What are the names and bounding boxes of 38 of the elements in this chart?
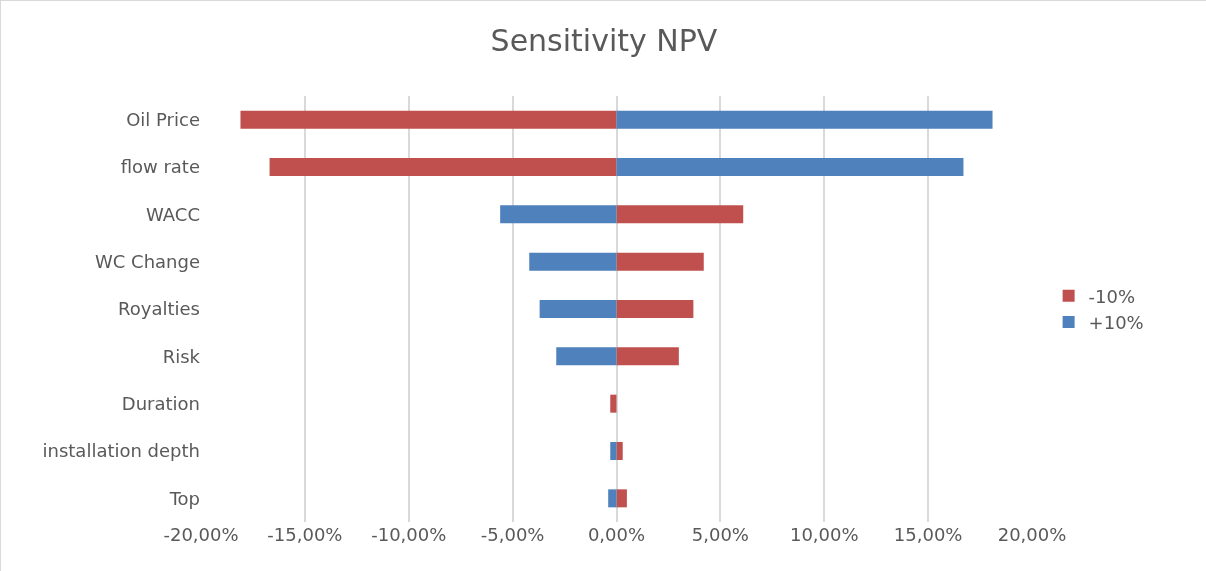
bar	[539, 300, 617, 318]
y-tick-label: flow rate	[120, 156, 200, 178]
bar	[269, 158, 617, 176]
y-tick-label: WC Change	[94, 250, 200, 272]
bar	[616, 158, 964, 176]
y-tick-label: installation depth	[42, 440, 200, 462]
x-tick-label: 20,00%	[997, 524, 1067, 545]
legend-label: +10%	[1088, 312, 1144, 334]
bar	[616, 252, 704, 271]
y-tick-label: Oil Price	[126, 108, 200, 130]
bar	[616, 205, 744, 224]
bar	[608, 489, 617, 508]
bar	[616, 110, 993, 129]
x-tick-label: -20,00%	[163, 524, 239, 545]
bar	[529, 252, 617, 271]
x-tick-label: -15,00%	[267, 524, 343, 545]
bar	[616, 347, 679, 366]
bar	[610, 442, 617, 460]
legend-label: -10%	[1088, 285, 1136, 307]
bar	[240, 110, 617, 129]
x-tick-label: 5,00%	[691, 524, 749, 545]
x-tick-label: 15,00%	[893, 524, 963, 545]
x-tick-label: -10,00%	[371, 524, 447, 545]
x-tick-label: 10,00%	[789, 524, 859, 545]
bar	[500, 205, 617, 224]
bar	[556, 347, 617, 366]
y-tick-label: Risk	[162, 345, 201, 367]
chart-title: Sensitivity NPV	[490, 23, 718, 59]
y-tick-label: Top	[168, 487, 200, 509]
x-tick-label: -5,00%	[480, 524, 545, 545]
x-tick-label: 0,00%	[587, 524, 646, 545]
y-tick-label: Royalties	[118, 298, 200, 320]
y-tick-label: Duration	[121, 392, 200, 414]
bar	[616, 442, 623, 460]
bar	[616, 489, 627, 508]
bar	[616, 300, 694, 318]
bar	[610, 394, 617, 413]
y-tick-label: WACC	[146, 203, 200, 225]
